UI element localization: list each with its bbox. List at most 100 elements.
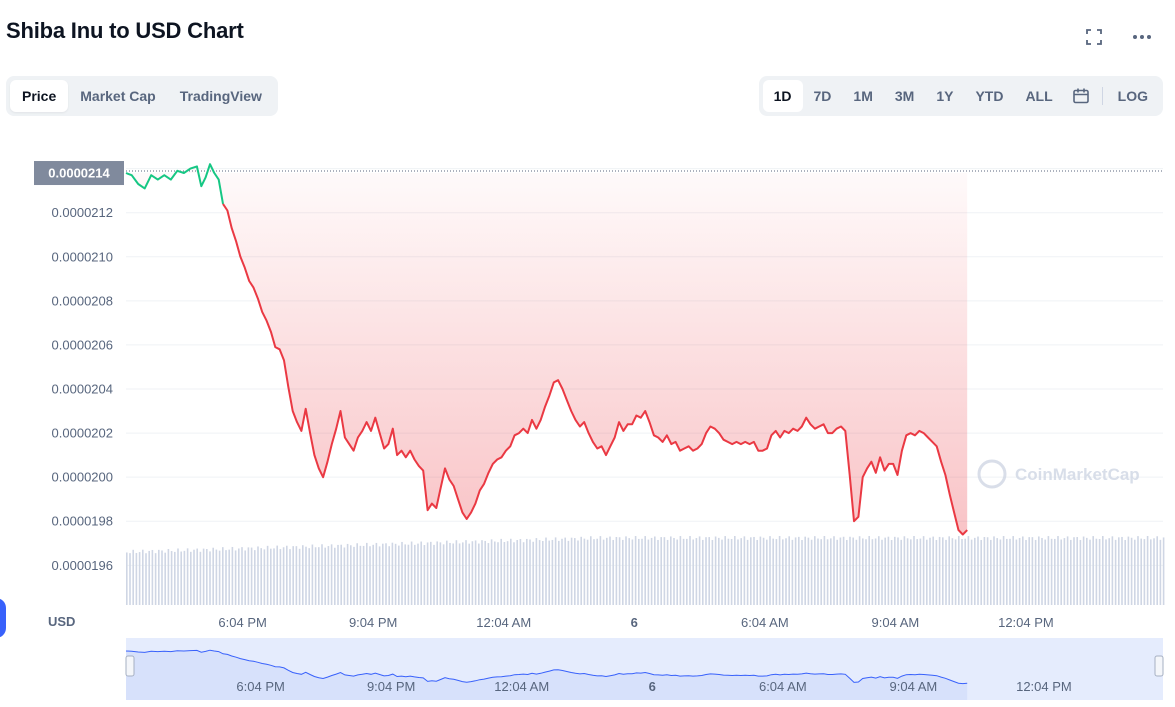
tab-market-cap[interactable]: Market Cap [80, 88, 156, 104]
volume-bar [1050, 538, 1053, 605]
tab-price[interactable]: Price [10, 80, 69, 112]
range-1d[interactable]: 1D [762, 80, 803, 112]
volume-bar [737, 539, 739, 605]
volume-bar [622, 539, 624, 605]
x-tick-label: 9:04 PM [349, 615, 397, 630]
volume-bar [1063, 538, 1066, 605]
volume-bar [830, 538, 832, 605]
range-ytd[interactable]: YTD [975, 88, 1004, 104]
volume-bar [884, 537, 886, 605]
range-1y[interactable]: 1Y [936, 88, 954, 104]
volume-bar [964, 538, 966, 605]
price-line-down [222, 203, 968, 536]
volume-bar [276, 545, 278, 605]
volume-bar [641, 538, 643, 605]
navigator-handle-left[interactable] [125, 655, 135, 677]
y-tick-label: 0.0000200 [52, 470, 113, 485]
volume-bar [314, 547, 317, 605]
volume-bar [542, 540, 544, 605]
volume-bar [855, 539, 858, 605]
volume-bar [254, 550, 256, 605]
volume-bar [1127, 536, 1130, 605]
volume-bar [887, 536, 890, 605]
volume-bar [1015, 539, 1018, 605]
volume-bar [132, 549, 134, 605]
volume-bar [554, 537, 557, 605]
volume-bar [625, 536, 627, 605]
volume-bar [270, 548, 272, 605]
more-dots-icon[interactable] [1131, 26, 1153, 48]
volume-bar [289, 549, 291, 605]
volume-bar [826, 539, 829, 605]
volume-bar [522, 542, 525, 605]
volume-bar [750, 537, 752, 605]
volume-bar [775, 539, 778, 605]
volume-bar [410, 541, 413, 605]
tab-tradingview[interactable]: TradingView [179, 88, 262, 104]
price-chart[interactable]: 0.0000196 0.0000198 0.0000200 0.0000202 0.00… [0, 140, 1175, 707]
navigator-handle-right[interactable] [1154, 655, 1164, 677]
volume-bar [1073, 537, 1075, 605]
volume-bar [785, 538, 787, 605]
volume-bar [788, 536, 790, 605]
range-7d[interactable]: 7D [813, 88, 832, 104]
volume-bar [199, 551, 202, 605]
volume-bar [378, 546, 381, 605]
volume-bar [1034, 539, 1037, 605]
volume-bar [372, 544, 374, 605]
volume-bar [436, 541, 438, 605]
volume-bar [663, 537, 666, 605]
volume-bar [257, 546, 259, 605]
volume-bar [516, 540, 518, 605]
volume-bar [183, 550, 186, 605]
volume-bar [241, 547, 243, 605]
volume-bar [398, 545, 400, 605]
volume-bar [458, 543, 461, 605]
volume-bar [222, 547, 224, 605]
volume-bar [238, 548, 240, 605]
volume-bar [177, 548, 179, 605]
chart-type-tabs: Price Market Cap TradingView [6, 76, 278, 116]
volume-bar [756, 539, 758, 605]
x-tick-label: 6 [631, 615, 638, 630]
volume-bar [295, 546, 298, 605]
volume-bar [340, 544, 342, 605]
volume-bar [478, 543, 480, 605]
side-scroll-indicator[interactable] [0, 598, 6, 638]
volume-bar [628, 538, 630, 605]
log-scale-toggle[interactable]: LOG [1117, 88, 1148, 104]
volume-bar [862, 538, 864, 605]
volume-bar [206, 549, 208, 605]
volume-bar [986, 537, 989, 605]
volume-bar [1076, 537, 1078, 605]
volume-bar [298, 548, 301, 605]
volume-bar [170, 551, 173, 605]
range-3m[interactable]: 3M [894, 88, 915, 104]
volume-bar [1130, 537, 1133, 605]
range-navigator[interactable]: 6:04 PM 9:04 PM 12:04 AM 6 6:04 AM 9:04 AM 12:… [125, 638, 1164, 700]
volume-bar [190, 551, 192, 605]
volume-bar [798, 536, 800, 605]
volume-bar [682, 538, 685, 605]
volume-bar [1070, 539, 1072, 605]
volume-bar [465, 540, 467, 605]
volume-bar [823, 536, 826, 605]
volume-bar [430, 541, 432, 605]
volume-bar [1044, 539, 1046, 605]
volume-bar [1082, 536, 1085, 605]
price-line-group [125, 163, 968, 536]
range-1m[interactable]: 1M [853, 88, 873, 104]
volume-bar [1098, 539, 1101, 605]
volume-bar [958, 536, 960, 605]
volume-bar [858, 536, 861, 605]
volume-bar [580, 536, 582, 605]
expand-icon[interactable] [1083, 26, 1105, 48]
volume-bar [942, 537, 944, 605]
volume-bar [1159, 539, 1162, 605]
range-all[interactable]: ALL [1025, 88, 1053, 104]
volume-bar [324, 547, 326, 605]
volume-bar [759, 536, 762, 605]
calendar-icon[interactable] [1064, 80, 1098, 112]
volume-bar [913, 536, 915, 605]
volume-bar [1095, 538, 1098, 605]
